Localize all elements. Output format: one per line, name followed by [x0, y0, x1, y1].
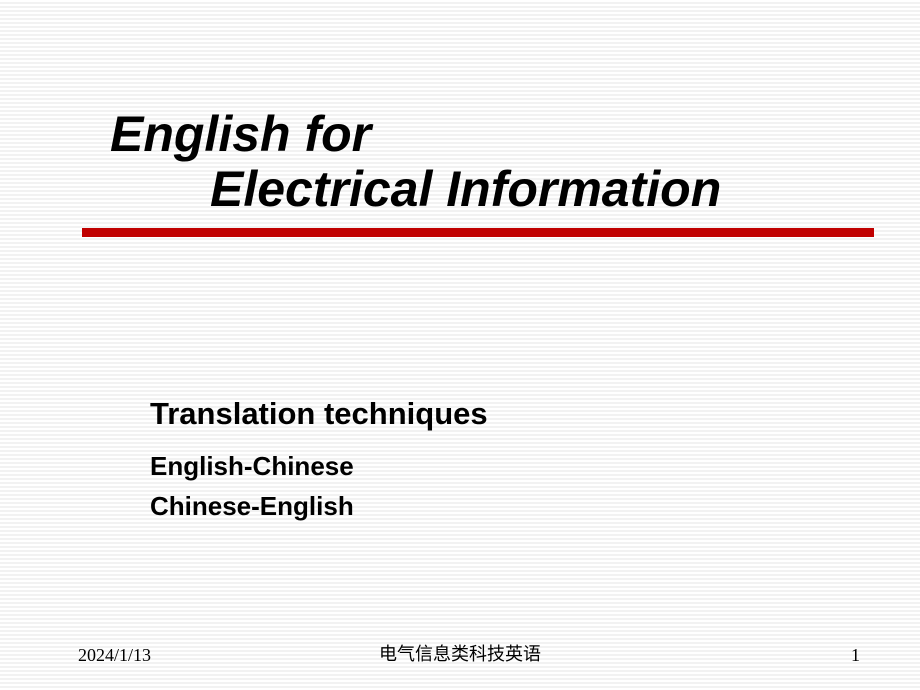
- body-item-2: Chinese-English: [150, 486, 800, 526]
- slide: English for Electrical Information Trans…: [0, 0, 920, 690]
- body-heading: Translation techniques: [150, 396, 800, 432]
- footer-center-text: 电气信息类科技英语: [0, 640, 920, 666]
- title-line-2: Electrical Information: [110, 163, 870, 216]
- title-block: English for Electrical Information: [110, 108, 870, 215]
- title-underline-rule: [82, 228, 874, 237]
- body-item-1: English-Chinese: [150, 446, 800, 486]
- title-line-1: English for: [110, 108, 870, 161]
- footer-page-number: 1: [851, 645, 860, 666]
- body-block: Translation techniques English-Chinese C…: [150, 396, 800, 527]
